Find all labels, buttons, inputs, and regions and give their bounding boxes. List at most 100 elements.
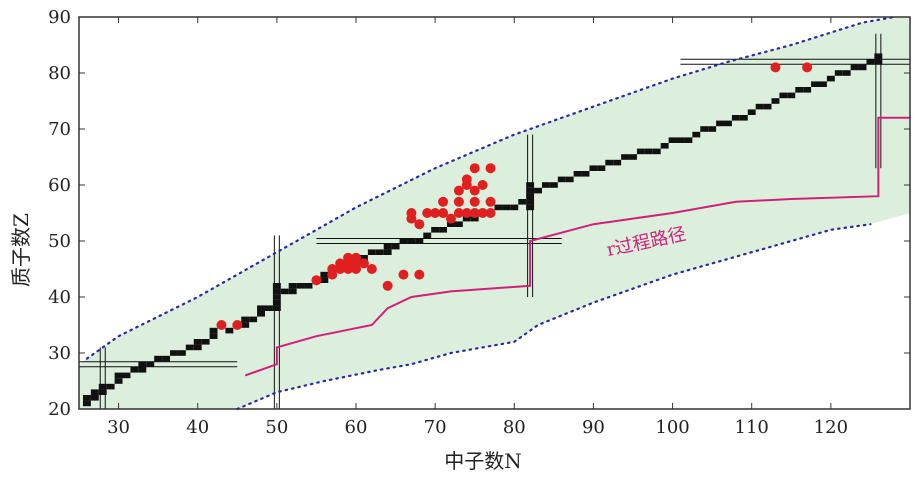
stable-nucleus: [122, 372, 131, 379]
measured-nucleus: [422, 208, 433, 218]
measured-nucleus: [335, 258, 346, 269]
stable-nucleus: [518, 199, 527, 205]
stable-nucleus: [787, 92, 796, 99]
measured-nucleus: [382, 280, 393, 291]
stable-nucleus: [114, 378, 123, 384]
stable-nucleus: [447, 221, 455, 227]
stable-nucleus: [526, 182, 535, 188]
stable-nucleus: [114, 372, 123, 379]
y-tick-label: 90: [48, 7, 71, 28]
stable-nucleus: [660, 143, 669, 149]
stable-nucleus: [739, 115, 748, 121]
measured-nucleus: [485, 163, 496, 174]
measured-nucleus: [485, 196, 496, 207]
stable-nucleus: [676, 137, 685, 143]
measured-nucleus: [366, 264, 377, 274]
stable-nucleus: [494, 204, 503, 211]
measured-nucleus: [343, 252, 354, 263]
stable-nucleus: [201, 339, 210, 345]
stable-nucleus: [383, 249, 392, 255]
stable-nucleus: [431, 227, 440, 233]
measured-nucleus: [438, 196, 449, 207]
stable-nucleus: [597, 165, 606, 171]
stable-nucleus: [288, 288, 297, 295]
x-axis: 30 40 50 60 70 80 90 100 110 120: [107, 17, 848, 438]
measured-nucleus: [438, 208, 449, 218]
stable-nucleus: [241, 322, 250, 328]
stable-nucleus: [534, 187, 542, 194]
stable-nucleus: [154, 355, 163, 362]
x-tick-label: 120: [814, 417, 848, 438]
stable-nucleus: [138, 367, 147, 373]
stable-nucleus: [850, 64, 859, 71]
measured-nucleus: [453, 185, 464, 196]
stable-nucleus: [249, 316, 258, 323]
stable-nucleus: [272, 305, 281, 311]
stable-nucleus: [652, 148, 661, 155]
stable-nucleus: [668, 137, 677, 143]
stable-nucleus: [462, 215, 471, 222]
stable-nucleus: [684, 137, 693, 143]
measured-nucleus: [351, 252, 361, 263]
stable-nucleus: [581, 171, 590, 177]
measured-nucleus: [477, 208, 488, 218]
stable-nucleus: [257, 311, 265, 317]
x-axis-title: 中子数N: [444, 449, 522, 473]
y-axis-title: 质子数Z: [9, 213, 33, 287]
stable-nucleus: [834, 70, 843, 76]
neutron-drip-line: [236, 223, 872, 411]
x-tick-label: 100: [655, 417, 689, 438]
measured-nucleus: [485, 208, 496, 218]
stable-nucleus: [367, 249, 376, 255]
measured-nuclei: [216, 62, 813, 330]
stable-nucleus: [842, 70, 851, 76]
stable-nucleus: [874, 59, 883, 65]
stable-nucleus: [716, 120, 725, 127]
stable-nucleus: [771, 98, 780, 104]
stable-nucleus: [510, 204, 519, 211]
stable-nucleus: [138, 361, 147, 367]
stable-nucleus: [320, 271, 329, 278]
stable-nucleus: [454, 221, 463, 227]
stable-nucleus: [90, 395, 99, 401]
stable-nucleus: [708, 126, 717, 132]
stable-nucleus: [185, 344, 194, 351]
stable-nucleus: [415, 238, 424, 244]
stable-nucleus: [383, 243, 392, 250]
stable-nucleus: [644, 148, 653, 155]
y-tick-label: 30: [48, 343, 71, 364]
stable-nucleus: [209, 333, 218, 339]
stable-nucleus: [399, 238, 408, 244]
stable-nucleus: [423, 232, 432, 239]
x-tick-label: 30: [107, 417, 130, 438]
y-tick-label: 80: [48, 63, 71, 84]
stable-nucleus: [272, 288, 281, 295]
measured-nucleus: [414, 219, 425, 230]
stable-nucleus: [549, 182, 558, 188]
measured-nucleus: [453, 196, 464, 207]
stable-nucleus: [826, 75, 835, 82]
stable-nucleus: [193, 344, 202, 351]
stable-nucleus: [526, 187, 535, 194]
y-tick-label: 60: [48, 175, 71, 196]
stable-nucleus: [359, 255, 368, 261]
stable-nucleus: [439, 227, 448, 233]
stable-nucleus: [724, 120, 732, 127]
stable-nucleus: [470, 215, 479, 222]
x-tick-label: 40: [186, 417, 209, 438]
y-tick-label: 50: [48, 231, 71, 252]
measured-nucleus: [461, 208, 472, 218]
stable-nucleus: [763, 103, 772, 110]
measured-nucleus: [453, 208, 464, 218]
measured-nucleus: [232, 320, 243, 330]
stable-nucleus: [320, 277, 329, 283]
stable-nucleus: [162, 355, 171, 362]
measured-nucleus: [770, 62, 781, 73]
stable-nucleus: [288, 283, 297, 289]
stable-nucleus: [557, 176, 566, 183]
stable-nucleus: [818, 81, 827, 87]
y-tick-label: 40: [48, 287, 71, 308]
stable-nucleus: [90, 389, 99, 395]
stable-nucleus: [82, 400, 91, 407]
